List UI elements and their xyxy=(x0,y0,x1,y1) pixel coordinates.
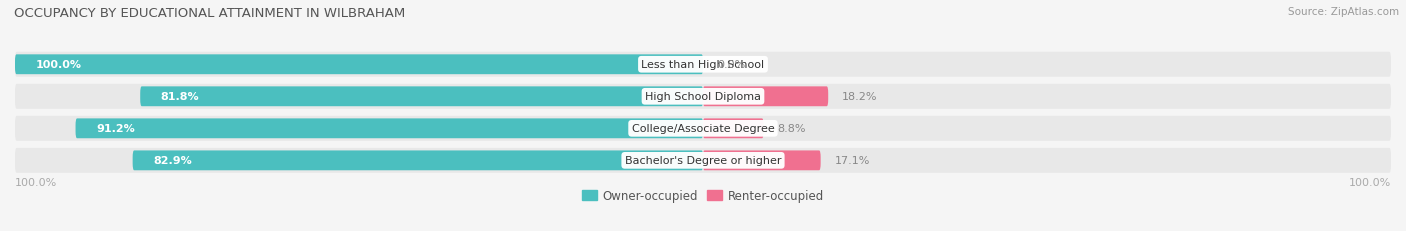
Text: 8.8%: 8.8% xyxy=(778,124,806,134)
FancyBboxPatch shape xyxy=(141,87,703,107)
Text: Bachelor's Degree or higher: Bachelor's Degree or higher xyxy=(624,156,782,166)
FancyBboxPatch shape xyxy=(15,52,1391,77)
Legend: Owner-occupied, Renter-occupied: Owner-occupied, Renter-occupied xyxy=(582,189,824,202)
FancyBboxPatch shape xyxy=(76,119,703,139)
Text: 0.0%: 0.0% xyxy=(717,60,745,70)
Text: 91.2%: 91.2% xyxy=(96,124,135,134)
FancyBboxPatch shape xyxy=(703,87,828,107)
Text: 100.0%: 100.0% xyxy=(1348,178,1391,188)
Text: 81.8%: 81.8% xyxy=(160,92,200,102)
FancyBboxPatch shape xyxy=(703,119,763,139)
FancyBboxPatch shape xyxy=(703,151,821,170)
Text: 18.2%: 18.2% xyxy=(842,92,877,102)
FancyBboxPatch shape xyxy=(15,148,1391,173)
Text: Less than High School: Less than High School xyxy=(641,60,765,70)
Text: 100.0%: 100.0% xyxy=(35,60,82,70)
Text: 82.9%: 82.9% xyxy=(153,156,193,166)
FancyBboxPatch shape xyxy=(15,85,1391,109)
Text: 100.0%: 100.0% xyxy=(15,178,58,188)
Text: College/Associate Degree: College/Associate Degree xyxy=(631,124,775,134)
FancyBboxPatch shape xyxy=(132,151,703,170)
FancyBboxPatch shape xyxy=(15,116,1391,141)
Text: OCCUPANCY BY EDUCATIONAL ATTAINMENT IN WILBRAHAM: OCCUPANCY BY EDUCATIONAL ATTAINMENT IN W… xyxy=(14,7,405,20)
Text: Source: ZipAtlas.com: Source: ZipAtlas.com xyxy=(1288,7,1399,17)
FancyBboxPatch shape xyxy=(15,55,703,75)
Text: High School Diploma: High School Diploma xyxy=(645,92,761,102)
Text: 17.1%: 17.1% xyxy=(834,156,870,166)
